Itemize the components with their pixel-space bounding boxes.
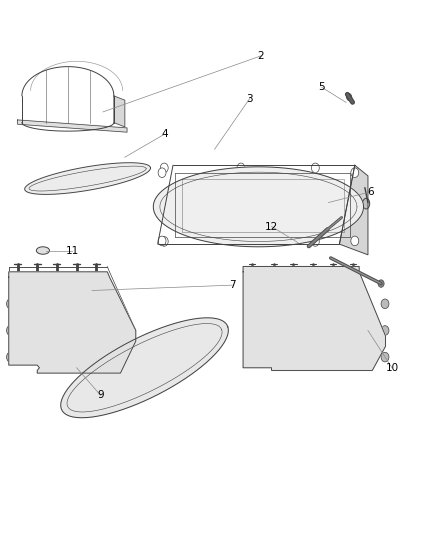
Ellipse shape	[49, 345, 65, 358]
Text: 4: 4	[161, 130, 168, 139]
Polygon shape	[243, 266, 385, 370]
Ellipse shape	[341, 343, 356, 356]
Ellipse shape	[75, 345, 91, 358]
Ellipse shape	[336, 301, 348, 312]
Ellipse shape	[218, 188, 237, 212]
Polygon shape	[114, 96, 125, 127]
Ellipse shape	[378, 280, 384, 287]
Ellipse shape	[7, 325, 15, 336]
Ellipse shape	[311, 163, 319, 173]
Ellipse shape	[248, 301, 260, 312]
Ellipse shape	[276, 339, 298, 359]
Ellipse shape	[253, 188, 272, 212]
Ellipse shape	[381, 299, 389, 309]
Polygon shape	[61, 318, 228, 418]
Ellipse shape	[71, 341, 95, 362]
Ellipse shape	[158, 168, 166, 177]
Ellipse shape	[248, 282, 260, 294]
Text: 6: 6	[367, 187, 374, 197]
Polygon shape	[9, 272, 136, 373]
Text: 5: 5	[318, 83, 325, 92]
Ellipse shape	[346, 93, 352, 101]
Ellipse shape	[59, 303, 72, 315]
Polygon shape	[25, 163, 151, 195]
Ellipse shape	[131, 356, 158, 379]
Ellipse shape	[158, 236, 166, 246]
Ellipse shape	[306, 339, 329, 359]
Text: 9: 9	[97, 391, 104, 400]
Ellipse shape	[270, 282, 282, 294]
Ellipse shape	[160, 163, 168, 173]
Ellipse shape	[292, 282, 304, 294]
Ellipse shape	[45, 341, 69, 362]
Ellipse shape	[351, 236, 359, 246]
Ellipse shape	[310, 343, 325, 356]
Ellipse shape	[237, 237, 245, 246]
Ellipse shape	[351, 168, 359, 177]
Ellipse shape	[381, 352, 389, 362]
Ellipse shape	[81, 285, 94, 296]
Ellipse shape	[7, 352, 15, 362]
Ellipse shape	[279, 343, 294, 356]
Ellipse shape	[337, 339, 360, 359]
Ellipse shape	[381, 326, 389, 335]
Ellipse shape	[7, 298, 15, 309]
Ellipse shape	[59, 285, 72, 296]
Ellipse shape	[284, 188, 304, 212]
Text: 11: 11	[66, 246, 79, 255]
Ellipse shape	[81, 303, 94, 315]
Text: 3: 3	[246, 94, 253, 103]
Ellipse shape	[292, 301, 304, 312]
Ellipse shape	[36, 247, 49, 254]
Ellipse shape	[314, 282, 326, 294]
Ellipse shape	[187, 188, 207, 212]
Ellipse shape	[82, 380, 110, 403]
Polygon shape	[18, 120, 127, 132]
Ellipse shape	[270, 301, 282, 312]
Ellipse shape	[37, 285, 50, 296]
Text: 7: 7	[229, 280, 236, 290]
Ellipse shape	[180, 332, 207, 356]
Text: 12: 12	[265, 222, 278, 231]
Polygon shape	[339, 165, 368, 255]
Ellipse shape	[237, 163, 245, 173]
Polygon shape	[153, 167, 364, 247]
Ellipse shape	[363, 198, 370, 209]
Ellipse shape	[336, 282, 348, 294]
Ellipse shape	[15, 303, 28, 315]
Text: 2: 2	[257, 51, 264, 61]
Ellipse shape	[15, 285, 28, 296]
Ellipse shape	[160, 237, 168, 246]
Ellipse shape	[314, 188, 334, 212]
Ellipse shape	[37, 303, 50, 315]
Text: 10: 10	[385, 363, 399, 373]
Ellipse shape	[314, 301, 326, 312]
Ellipse shape	[311, 237, 319, 246]
